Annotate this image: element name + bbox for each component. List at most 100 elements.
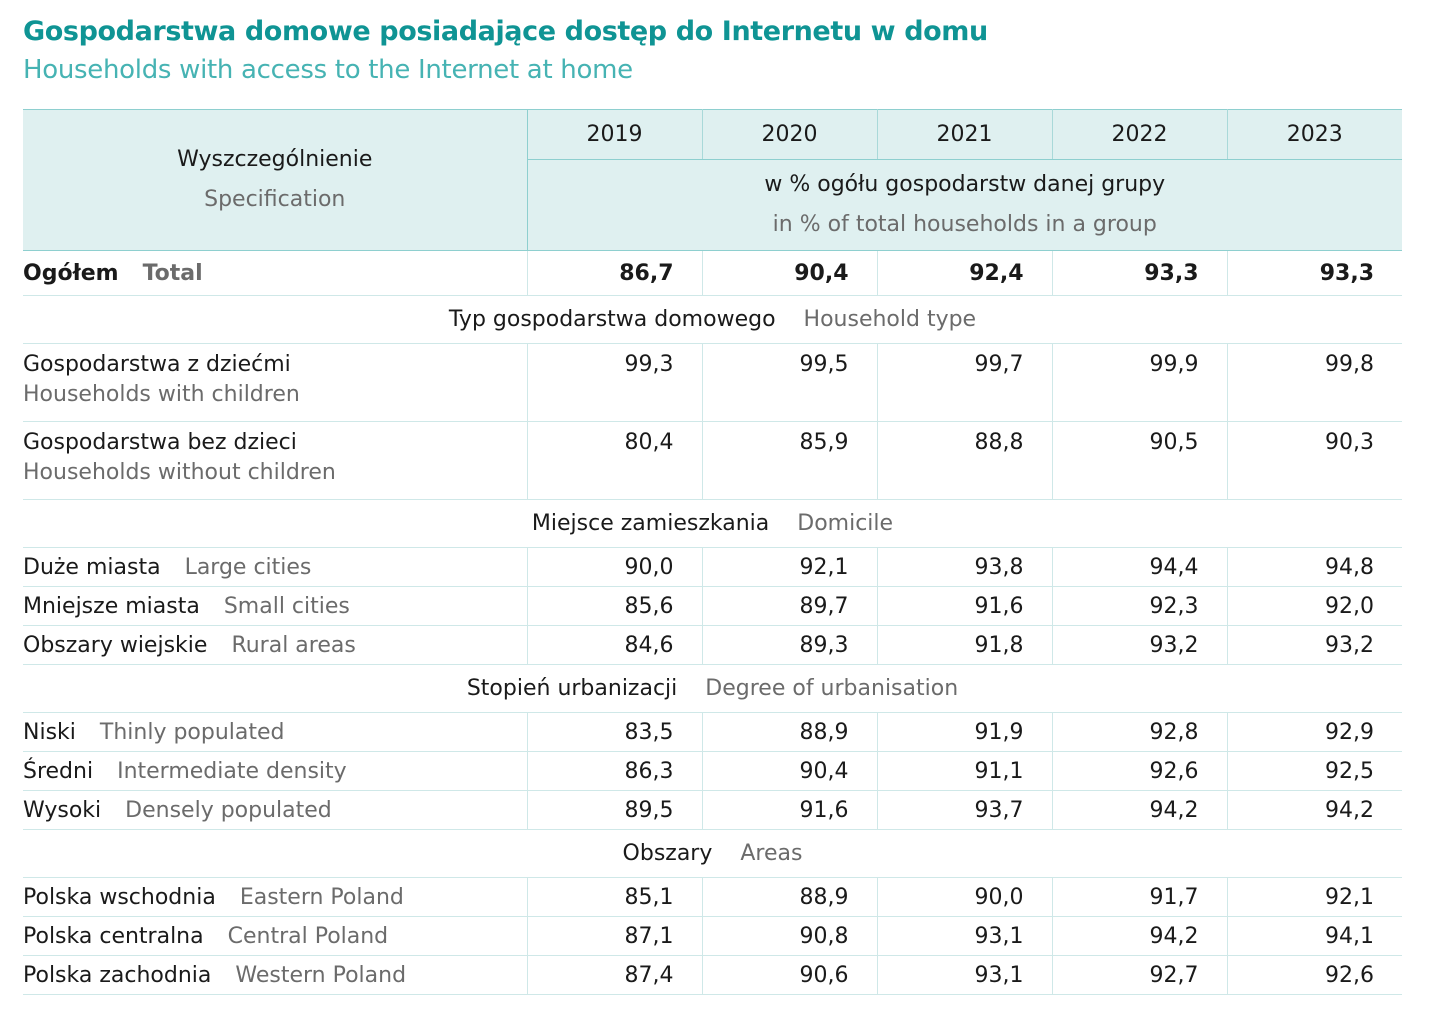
table-row: Wysoki Densely populated 89,5 91,6 93,7 9…: [23, 790, 1402, 830]
table-subtitle: Households with access to the Internet a…: [23, 55, 633, 85]
row-label: Polska centralna Central Poland: [23, 916, 528, 956]
value-cell: 93,3: [1227, 250, 1402, 296]
table-row: Polska zachodnia Western Poland 87,4 90,6…: [23, 955, 1402, 995]
value-cell: 94,2: [1052, 916, 1228, 956]
row-label-en: Eastern Poland: [239, 884, 404, 910]
year-header: 2021: [877, 109, 1053, 160]
value-cell: 85,1: [527, 877, 703, 917]
specification-label-pl: Wyszczególnienie: [177, 147, 373, 172]
section-heading-en: Areas: [740, 841, 803, 866]
value-cell: 91,9: [877, 712, 1053, 752]
value-cell: 92,4: [877, 250, 1053, 296]
value-cell: 91,8: [877, 625, 1053, 665]
table-row: Polska wschodnia Eastern Poland 85,1 88,9…: [23, 877, 1402, 917]
row-label-en: Intermediate density: [117, 758, 347, 784]
value-cell: 91,7: [1052, 877, 1228, 917]
unit-label-pl: w % ogółu gospodarstw danej grupy: [764, 172, 1166, 197]
section-heading-pl: Typ gospodarstwa domowego: [448, 307, 776, 332]
row-label: Niski Thinly populated: [23, 712, 528, 752]
specification-header: Wyszczególnienie Specification: [23, 109, 528, 251]
row-label: Gospodarstwa z dziećmi Households with ch…: [23, 343, 528, 422]
table-title: Gospodarstwa domowe posiadające dostęp d…: [23, 16, 988, 47]
total-row: Ogółem Total 86,7 90,4 92,4 93,3 93,3: [23, 250, 1402, 296]
value-cell: 92,1: [702, 547, 878, 587]
value-cell: 88,9: [702, 877, 878, 917]
value-cell: 92,9: [1227, 712, 1402, 752]
value-cell: 93,7: [877, 790, 1053, 830]
section-heading-en: Degree of urbanisation: [705, 676, 959, 701]
year-header: 2020: [702, 109, 878, 160]
table-row: Polska centralna Central Poland 87,1 90,8…: [23, 916, 1402, 956]
section-heading: Obszary Areas: [23, 829, 1402, 878]
table-row: Mniejsze miasta Small cities 85,6 89,7 91…: [23, 586, 1402, 626]
unit-header: w % ogółu gospodarstw danej grupy in % o…: [527, 159, 1402, 251]
row-label-pl: Niski: [23, 719, 76, 745]
value-cell: 90,4: [702, 751, 878, 791]
row-label-pl: Duże miasta: [23, 554, 161, 580]
row-label-pl: Mniejsze miasta: [23, 593, 200, 619]
value-cell: 92,6: [1052, 751, 1228, 791]
value-cell: 92,6: [1227, 955, 1402, 995]
row-label: Wysoki Densely populated: [23, 790, 528, 830]
value-cell: 94,1: [1227, 916, 1402, 956]
value-cell: 86,7: [527, 250, 703, 296]
value-cell: 90,3: [1227, 421, 1402, 500]
section-heading-row: Typ gospodarstwa domowego Household type: [23, 295, 1402, 344]
value-cell: 93,1: [877, 916, 1053, 956]
value-cell: 88,8: [877, 421, 1053, 500]
value-cell: 92,1: [1227, 877, 1402, 917]
row-label-en: Households without children: [23, 460, 336, 485]
value-cell: 99,3: [527, 343, 703, 422]
data-table: Wyszczególnienie Specification 2019 2020…: [23, 109, 1402, 995]
table-header: Wyszczególnienie Specification 2019 2020…: [23, 109, 1402, 251]
table-row: Obszary wiejskie Rural areas 84,6 89,3 91…: [23, 625, 1402, 665]
value-cell: 89,7: [702, 586, 878, 626]
row-label-en: Thinly populated: [99, 719, 285, 745]
value-cell: 89,5: [527, 790, 703, 830]
row-label-pl: Ogółem: [23, 260, 119, 286]
value-cell: 91,6: [877, 586, 1053, 626]
section-heading-pl: Miejsce zamieszkania: [531, 511, 770, 536]
table-body: Ogółem Total 86,7 90,4 92,4 93,3 93,3 Typ…: [23, 250, 1402, 995]
value-cell: 87,4: [527, 955, 703, 995]
value-cell: 87,1: [527, 916, 703, 956]
section-heading-en: Domicile: [797, 511, 894, 536]
value-cell: 86,3: [527, 751, 703, 791]
value-cell: 94,2: [1052, 790, 1228, 830]
value-cell: 94,2: [1227, 790, 1402, 830]
section-heading: Miejsce zamieszkania Domicile: [23, 499, 1402, 548]
row-label-pl: Obszary wiejskie: [23, 632, 208, 658]
value-cell: 99,7: [877, 343, 1053, 422]
value-cell: 92,8: [1052, 712, 1228, 752]
value-cell: 89,3: [702, 625, 878, 665]
year-header: 2022: [1052, 109, 1228, 160]
value-cell: 92,3: [1052, 586, 1228, 626]
row-label: Duże miasta Large cities: [23, 547, 528, 587]
value-cell: 93,2: [1052, 625, 1228, 665]
table-row: Gospodarstwa z dziećmi Households with ch…: [23, 343, 1402, 422]
row-label-en: Total: [142, 260, 203, 286]
row-label-pl: Polska wschodnia: [23, 884, 216, 910]
value-cell: 88,9: [702, 712, 878, 752]
value-cell: 85,9: [702, 421, 878, 500]
specification-label-en: Specification: [204, 187, 346, 212]
row-label: Średni Intermediate density: [23, 751, 528, 791]
value-cell: 93,1: [877, 955, 1053, 995]
value-cell: 99,9: [1052, 343, 1228, 422]
row-label: Ogółem Total: [23, 250, 528, 296]
value-cell: 90,0: [527, 547, 703, 587]
unit-label-en: in % of total households in a group: [772, 212, 1157, 237]
value-cell: 91,6: [702, 790, 878, 830]
row-label-en: Large cities: [184, 554, 312, 580]
row-label-pl: Gospodarstwa z dziećmi: [23, 352, 291, 377]
value-cell: 90,5: [1052, 421, 1228, 500]
row-label-pl: Polska centralna: [23, 923, 204, 949]
row-label: Polska zachodnia Western Poland: [23, 955, 528, 995]
row-label: Polska wschodnia Eastern Poland: [23, 877, 528, 917]
row-label-pl: Polska zachodnia: [23, 962, 212, 988]
value-cell: 93,8: [877, 547, 1053, 587]
row-label-en: Households with children: [23, 382, 300, 407]
table-row: Średni Intermediate density 86,3 90,4 91,…: [23, 751, 1402, 791]
row-label-en: Densely populated: [125, 797, 332, 823]
value-cell: 90,6: [702, 955, 878, 995]
